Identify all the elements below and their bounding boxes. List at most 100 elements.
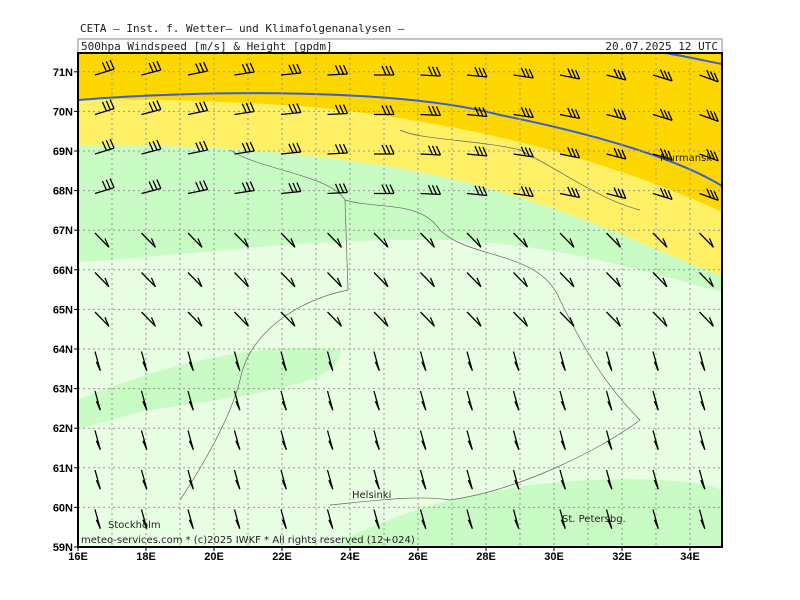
wind-barb xyxy=(141,272,157,288)
wind-barb xyxy=(512,351,520,372)
wind-barb xyxy=(419,509,427,530)
title: CETA — Inst. f. Wetter— und Klimafolgena… xyxy=(80,22,405,35)
wind-barb xyxy=(513,67,534,79)
wind-barb xyxy=(234,311,250,327)
wind-barb xyxy=(280,182,302,195)
wind-barb xyxy=(187,232,203,248)
wind-barb xyxy=(652,430,659,451)
wind-barb xyxy=(373,351,380,372)
wind-barb xyxy=(141,232,157,248)
wind-barb xyxy=(374,65,395,76)
wind-barb xyxy=(327,311,343,327)
wind-barb xyxy=(606,187,627,200)
wind-barb xyxy=(699,69,719,83)
longitude-label: 26E xyxy=(408,551,428,563)
wind-barb xyxy=(652,69,673,82)
longitude-label: 22E xyxy=(272,551,292,563)
longitude-label: 34E xyxy=(680,551,700,563)
wind-barb xyxy=(373,430,380,451)
band-green-south xyxy=(330,479,722,547)
wind-barb xyxy=(234,272,250,288)
wind-barb xyxy=(699,272,715,288)
wind-barb xyxy=(141,311,157,327)
wind-barb xyxy=(326,509,334,530)
wind-barb xyxy=(652,232,668,248)
wind-barb xyxy=(234,181,255,195)
subtitle: 500hpa_Windspeed_[m/s]_&_Height_[gpdm] xyxy=(81,40,333,53)
wind-barb xyxy=(466,509,473,530)
wind-barb xyxy=(187,140,209,155)
valid-time: 20.07.2025 12 UTC xyxy=(605,40,718,53)
wind-barb xyxy=(466,351,473,372)
wind-barb xyxy=(652,351,659,372)
wind-barb xyxy=(698,509,706,530)
latitude-label: 63N xyxy=(53,384,73,396)
wind-barb xyxy=(559,272,575,288)
wind-barb xyxy=(420,66,442,77)
wind-barb xyxy=(140,430,148,451)
wind-barb xyxy=(327,232,343,248)
wind-barb xyxy=(559,147,581,159)
longitude-label: 20E xyxy=(204,551,224,563)
place-label: Murmansk xyxy=(660,153,712,164)
wind-barb xyxy=(327,183,349,195)
wind-barb xyxy=(559,68,581,80)
wind-barb xyxy=(513,146,534,158)
wind-barb xyxy=(94,430,101,451)
wind-barb xyxy=(559,390,566,411)
wind-barb xyxy=(698,351,706,372)
wind-barb xyxy=(374,144,395,155)
wind-barb xyxy=(280,509,287,530)
wind-barb xyxy=(94,99,115,116)
wind-barb xyxy=(652,469,659,490)
wind-barb xyxy=(699,188,719,201)
wind-barb xyxy=(373,272,389,288)
wind-barb xyxy=(513,311,529,327)
wind-barb xyxy=(187,351,194,372)
wind-barb xyxy=(373,390,380,411)
wind-barb xyxy=(94,232,110,248)
longitude-label: 16E xyxy=(68,551,88,563)
wind-barb xyxy=(419,469,427,490)
wind-barb xyxy=(373,469,380,490)
plot-area xyxy=(77,52,723,548)
wind-barb xyxy=(234,141,255,155)
wind-barb xyxy=(233,469,241,490)
wind-barb xyxy=(187,469,194,490)
wind-barb xyxy=(327,64,349,76)
wind-barb xyxy=(559,509,566,530)
wind-barb xyxy=(698,430,706,451)
wind-barb xyxy=(606,272,622,288)
wind-barb xyxy=(234,232,250,248)
wind-barb xyxy=(420,145,442,156)
wind-barb xyxy=(141,179,162,195)
place-label: St. Petersbg. xyxy=(562,514,626,525)
wind-barb xyxy=(466,469,473,490)
wind-barb xyxy=(94,138,115,155)
place-label: Stockholm xyxy=(108,520,161,531)
latitude-label: 69N xyxy=(53,146,73,158)
wind-barb xyxy=(466,66,488,78)
wind-barb xyxy=(652,187,673,201)
wind-barb xyxy=(559,351,566,372)
wind-barb xyxy=(94,272,110,288)
longitude-label: 32E xyxy=(612,551,632,563)
footer: meteo-services.com * (c)2025 IWKF * All … xyxy=(81,535,415,546)
grid xyxy=(78,53,722,547)
wind-barb xyxy=(327,272,343,288)
wind-barb xyxy=(420,232,436,248)
wind-barb xyxy=(419,390,427,411)
wind-barb xyxy=(698,390,706,411)
wind-barb xyxy=(605,469,613,490)
wind-barb xyxy=(94,390,101,411)
longitude-label: 28E xyxy=(476,551,496,563)
wind-barb xyxy=(373,509,380,530)
wind-barb xyxy=(466,311,482,327)
wind-barb xyxy=(327,104,349,116)
wind-barb xyxy=(652,272,668,288)
wind-barb xyxy=(466,390,473,411)
wind-barb xyxy=(559,107,581,120)
wind-barb xyxy=(698,469,706,490)
wind-barb xyxy=(140,469,148,490)
